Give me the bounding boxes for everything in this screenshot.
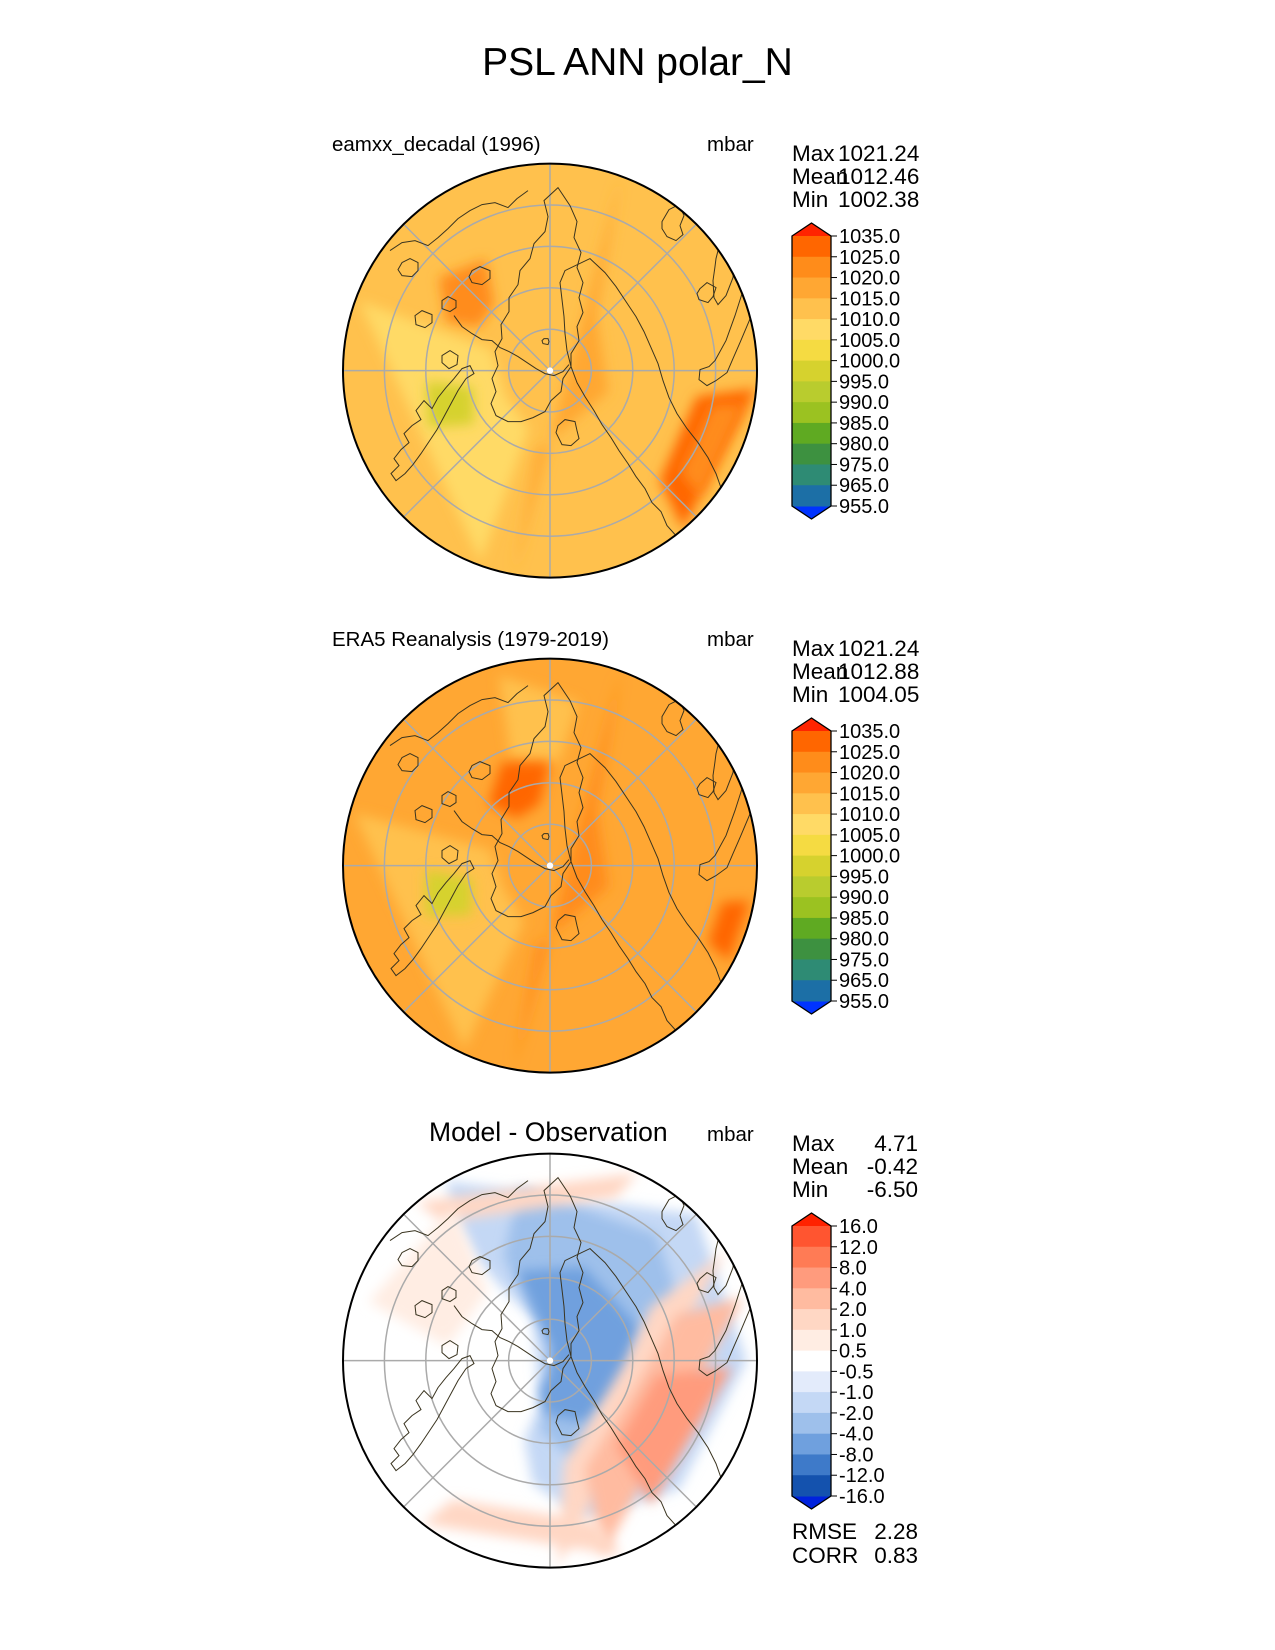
svg-text:990.0: 990.0 [839, 392, 889, 414]
svg-text:mbar: mbar [707, 1123, 754, 1146]
svg-text:985.0: 985.0 [839, 413, 889, 435]
svg-text:-16.0: -16.0 [839, 1486, 885, 1508]
svg-text:1035.0: 1035.0 [839, 721, 900, 743]
svg-text:1000.0: 1000.0 [839, 846, 900, 868]
svg-text:1012.88: 1012.88 [838, 659, 919, 684]
svg-text:1015.0: 1015.0 [839, 783, 900, 805]
svg-text:ERA5 Reanalysis (1979-2019): ERA5 Reanalysis (1979-2019) [332, 628, 609, 651]
svg-text:-2.0: -2.0 [839, 1403, 873, 1425]
svg-text:965.0: 965.0 [839, 970, 889, 992]
svg-text:1035.0: 1035.0 [839, 226, 900, 248]
svg-text:2.0: 2.0 [839, 1299, 867, 1321]
svg-text:980.0: 980.0 [839, 434, 889, 456]
svg-text:-4.0: -4.0 [839, 1424, 873, 1446]
svg-text:1005.0: 1005.0 [839, 825, 900, 847]
svg-text:985.0: 985.0 [839, 908, 889, 930]
svg-text:Min: Min [792, 1177, 828, 1202]
svg-text:CORR: CORR [792, 1543, 858, 1568]
svg-text:1.0: 1.0 [839, 1320, 867, 1342]
svg-text:Model - Observation: Model - Observation [429, 1117, 668, 1147]
svg-text:-0.42: -0.42 [867, 1154, 918, 1179]
svg-text:1005.0: 1005.0 [839, 330, 900, 352]
svg-text:1021.24: 1021.24 [838, 636, 919, 661]
svg-text:1025.0: 1025.0 [839, 247, 900, 269]
svg-text:4.71: 4.71 [874, 1131, 918, 1156]
svg-text:Max: Max [792, 1131, 835, 1156]
svg-text:1021.24: 1021.24 [838, 141, 919, 166]
svg-text:16.0: 16.0 [839, 1216, 878, 1238]
svg-text:955.0: 955.0 [839, 991, 889, 1013]
svg-text:1015.0: 1015.0 [839, 288, 900, 310]
svg-text:980.0: 980.0 [839, 929, 889, 951]
svg-text:995.0: 995.0 [839, 371, 889, 393]
svg-text:990.0: 990.0 [839, 887, 889, 909]
svg-text:0.5: 0.5 [839, 1341, 867, 1363]
svg-text:975.0: 975.0 [839, 454, 889, 476]
svg-text:975.0: 975.0 [839, 949, 889, 971]
svg-text:-0.5: -0.5 [839, 1361, 873, 1383]
svg-text:1000.0: 1000.0 [839, 351, 900, 373]
svg-text:1010.0: 1010.0 [839, 309, 900, 331]
svg-text:-12.0: -12.0 [839, 1465, 885, 1487]
svg-text:Min: Min [792, 682, 828, 707]
svg-text:mbar: mbar [707, 133, 754, 156]
svg-text:8.0: 8.0 [839, 1258, 867, 1280]
svg-text:0.83: 0.83 [874, 1543, 918, 1568]
svg-text:12.0: 12.0 [839, 1237, 878, 1259]
svg-text:1020.0: 1020.0 [839, 763, 900, 785]
svg-text:995.0: 995.0 [839, 866, 889, 888]
svg-text:4.0: 4.0 [839, 1278, 867, 1300]
svg-text:1020.0: 1020.0 [839, 268, 900, 290]
svg-text:Max: Max [792, 636, 835, 661]
svg-text:PSL ANN polar_N: PSL ANN polar_N [482, 41, 793, 84]
svg-text:965.0: 965.0 [839, 475, 889, 497]
svg-text:-6.50: -6.50 [867, 1177, 918, 1202]
svg-text:1004.05: 1004.05 [838, 682, 919, 707]
svg-text:955.0: 955.0 [839, 496, 889, 518]
svg-text:1012.46: 1012.46 [838, 164, 919, 189]
svg-text:2.28: 2.28 [874, 1519, 918, 1544]
svg-text:Max: Max [792, 141, 835, 166]
svg-text:eamxx_decadal (1996): eamxx_decadal (1996) [332, 133, 541, 156]
svg-text:-8.0: -8.0 [839, 1444, 873, 1466]
svg-text:Mean: Mean [792, 1154, 848, 1179]
svg-text:RMSE: RMSE [792, 1519, 857, 1544]
svg-text:-1.0: -1.0 [839, 1382, 873, 1404]
svg-text:mbar: mbar [707, 628, 754, 651]
svg-text:Min: Min [792, 187, 828, 212]
svg-text:1002.38: 1002.38 [838, 187, 919, 212]
svg-text:1010.0: 1010.0 [839, 804, 900, 826]
svg-text:1025.0: 1025.0 [839, 742, 900, 764]
